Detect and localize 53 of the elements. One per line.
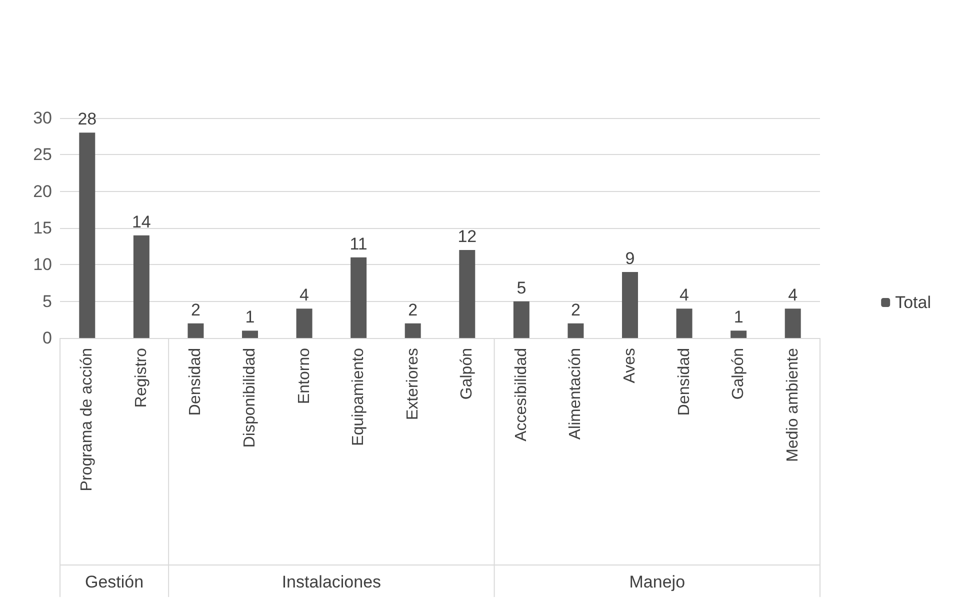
x-tick-label: Programa de acción xyxy=(78,348,96,492)
y-tick-label: 15 xyxy=(33,218,52,238)
y-tick-label: 10 xyxy=(33,255,52,274)
text: Gestión xyxy=(84,572,144,592)
text: Manejo xyxy=(629,572,686,592)
x-tick-label: Densidad xyxy=(676,348,693,416)
x-tick-label: Disponibilidad xyxy=(242,348,258,448)
x-tick-label: Galpón xyxy=(730,348,748,400)
x-tick-label: Accesibilidad xyxy=(512,348,530,442)
data-label: 12 xyxy=(458,227,477,246)
data-label: 4 xyxy=(680,286,690,305)
data-label: 4 xyxy=(300,286,310,305)
bar xyxy=(242,330,258,338)
data-label: 2 xyxy=(570,300,580,320)
x-tick-label: Entorno xyxy=(296,348,313,404)
bar xyxy=(622,272,638,338)
bar xyxy=(188,323,204,338)
bar xyxy=(296,308,312,338)
y-tick-label: 25 xyxy=(33,145,52,164)
bar xyxy=(513,301,530,338)
data-label: 11 xyxy=(350,234,368,254)
bar xyxy=(784,308,801,338)
data-label: 2 xyxy=(408,300,418,320)
x-tick-label: Medio ambiente xyxy=(784,348,802,462)
x-tick-label: Equipamiento xyxy=(350,348,368,446)
text: Instalaciones xyxy=(282,572,382,592)
y-tick-label: 20 xyxy=(33,182,52,201)
bar xyxy=(676,308,692,338)
x-tick-label: Aves xyxy=(622,348,638,384)
y-tick-label: 0 xyxy=(42,328,52,348)
bar xyxy=(568,323,584,338)
data-label: 1 xyxy=(734,308,744,327)
x-tick-label: Alimentación xyxy=(567,348,584,440)
y-tick-label: 5 xyxy=(42,292,52,311)
bar xyxy=(79,132,96,338)
data-label: 4 xyxy=(788,286,798,305)
data-label: 14 xyxy=(132,212,151,232)
bar xyxy=(133,235,150,338)
bar xyxy=(730,330,747,338)
data-label: 5 xyxy=(516,278,526,298)
bar xyxy=(459,250,476,338)
x-tick-label: Densidad xyxy=(187,348,204,416)
legend-label: Total xyxy=(895,293,932,312)
x-tick-label: Registro xyxy=(132,348,150,408)
y-tick-label: 30 xyxy=(33,108,52,128)
data-label: 28 xyxy=(78,110,97,129)
data-label: 9 xyxy=(625,249,635,268)
data-label: 2 xyxy=(190,300,200,320)
bar xyxy=(404,323,421,338)
x-tick-label: Exteriores xyxy=(404,348,422,420)
bar xyxy=(350,257,367,338)
data-label: 1 xyxy=(245,308,255,327)
x-tick-label: Galpón xyxy=(458,348,476,400)
